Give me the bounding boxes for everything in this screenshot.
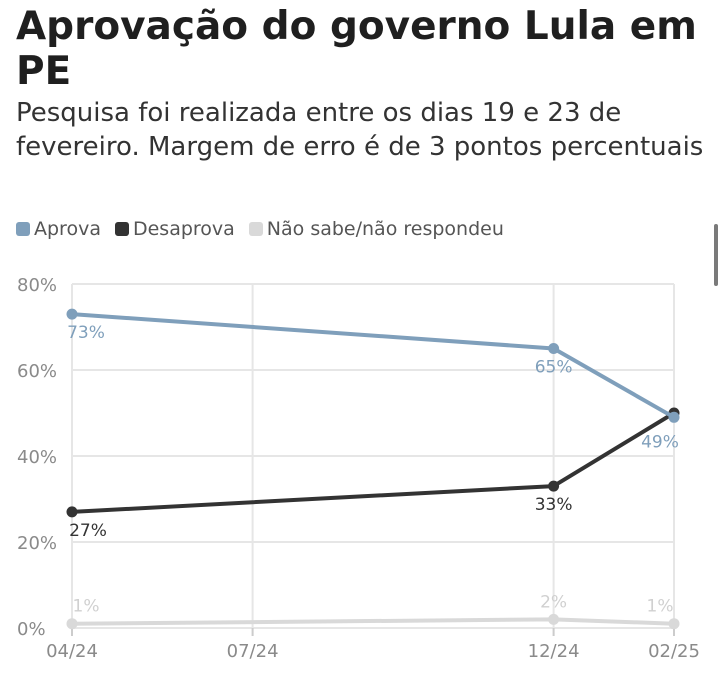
scrollbar[interactable] <box>714 224 718 286</box>
data-point <box>66 506 78 518</box>
chart-subtitle: Pesquisa foi realizada entre os dias 19 … <box>16 98 704 162</box>
x-tick-label: 12/24 <box>528 641 580 662</box>
y-tick-label: 80% <box>17 275 57 296</box>
series-line-1 <box>70 411 676 514</box>
legend-swatch-desaprova <box>114 222 129 236</box>
legend: Aprova Desaprova Não sabe/não respondeu <box>16 218 518 240</box>
data-label: 2% <box>540 592 567 612</box>
data-label: 27% <box>69 521 107 541</box>
data-point <box>548 480 560 492</box>
legend-item-nao-sabe[interactable]: Não sabe/não respondeu <box>248 218 504 240</box>
y-tick-label: 0% <box>17 619 46 640</box>
y-tick-label: 60% <box>17 361 57 382</box>
chart-title: Aprovação do governo Lula em PE <box>16 4 697 94</box>
y-tick-label: 40% <box>17 447 57 468</box>
data-label: 65% <box>535 358 573 378</box>
data-point <box>668 618 680 630</box>
legend-swatch-nao-sabe <box>248 222 263 236</box>
data-label: 73% <box>67 323 105 343</box>
legend-label-desaprova: Desaprova <box>132 218 235 240</box>
series-line-0 <box>70 312 676 420</box>
data-label: 33% <box>535 495 573 515</box>
legend-swatch-aprova <box>16 222 30 236</box>
data-point <box>668 411 680 423</box>
x-tick-label: 04/24 <box>46 641 98 662</box>
legend-item-aprova[interactable]: Aprova <box>16 218 101 240</box>
data-label: 1% <box>73 597 100 617</box>
x-tick-label: 07/24 <box>227 641 279 662</box>
series-line-2 <box>70 617 676 626</box>
data-point <box>548 343 560 354</box>
y-tick-label: 20% <box>17 533 57 554</box>
data-label: 1% <box>647 597 674 617</box>
data-point <box>66 308 78 320</box>
x-tick-label: 02/25 <box>648 641 700 662</box>
data-point <box>66 618 78 630</box>
data-point <box>548 613 560 625</box>
legend-item-desaprova[interactable]: Desaprova <box>114 218 235 240</box>
legend-label-nao-sabe: Não sabe/não respondeu <box>266 218 504 240</box>
data-label: 49% <box>641 432 679 452</box>
legend-label-aprova: Aprova <box>34 218 101 240</box>
